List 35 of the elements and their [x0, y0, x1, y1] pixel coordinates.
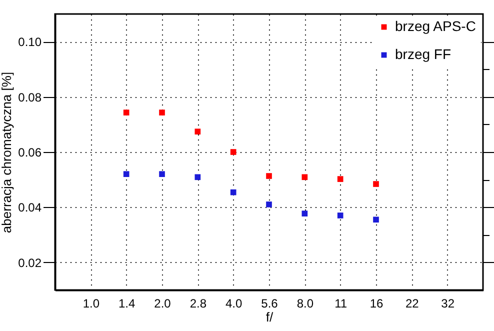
- y-tick-label: 0.10: [18, 35, 42, 50]
- y-tick-label: 0.04: [18, 200, 42, 215]
- point: [194, 174, 201, 180]
- x-tick-label: 5.6: [261, 296, 278, 310]
- point: [302, 174, 308, 180]
- x-tick-label: 22: [405, 296, 420, 310]
- x-tick-label: 4.0: [225, 296, 242, 310]
- x-tick-label: 11: [334, 296, 348, 310]
- legend-label: brzeg FF: [395, 46, 452, 62]
- y-tick-label: 0.08: [18, 90, 42, 104]
- point: [230, 149, 236, 155]
- point: [159, 110, 165, 116]
- x-tick-label: 8.0: [296, 296, 314, 310]
- y-axis-title: aberracja chromatyczna [%]: [0, 72, 14, 234]
- x-tick-label: 16: [370, 296, 384, 310]
- point: [373, 216, 379, 223]
- x-tick-label: 1.0: [82, 296, 100, 310]
- x-tick-label: 2.8: [190, 296, 207, 310]
- x-tick-label: 32: [441, 296, 455, 310]
- point: [373, 181, 379, 187]
- x-tick-label: 2.0: [154, 296, 172, 310]
- point: [159, 171, 165, 177]
- x-axis-title: f/: [266, 310, 274, 324]
- point: [266, 173, 272, 179]
- point: [123, 171, 130, 177]
- point: [302, 210, 308, 216]
- point: [337, 176, 344, 182]
- point: [266, 202, 272, 208]
- y-tick-label: 0.06: [18, 146, 42, 160]
- legend-label: brzeg APS-C: [395, 18, 476, 34]
- point: [337, 212, 344, 218]
- point: [194, 128, 201, 134]
- point: [123, 110, 130, 116]
- x-tick-label: 1.4: [118, 296, 136, 310]
- y-tick-label: 0.02: [18, 256, 42, 270]
